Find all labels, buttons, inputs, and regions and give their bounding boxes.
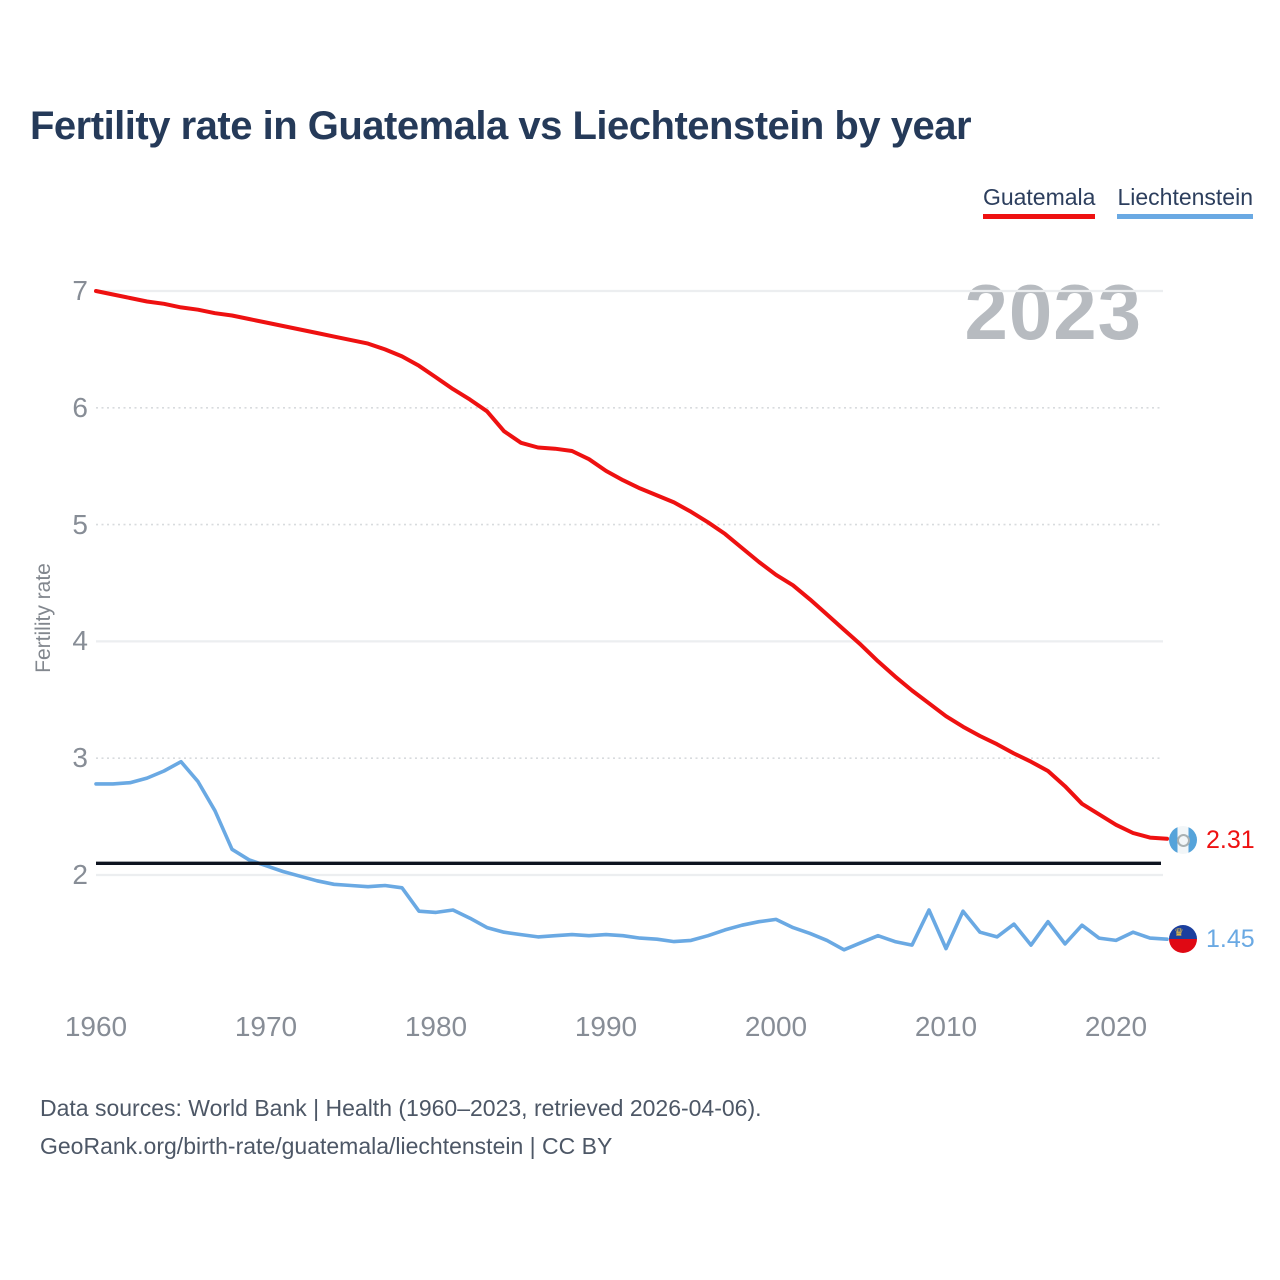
page-title: Fertility rate in Guatemala vs Liechtens… <box>30 104 972 148</box>
guatemala-end-label: 2.31 <box>1169 825 1255 855</box>
legend-item-guatemala[interactable]: Guatemala <box>982 184 1096 219</box>
guatemala-flag-icon <box>1169 826 1197 854</box>
legend: Guatemala Liechtenstein <box>982 184 1253 219</box>
footer-sources: Data sources: World Bank | Health (1960–… <box>40 1095 762 1121</box>
liechtenstein-end-label: ♛ 1.45 <box>1169 924 1255 954</box>
watermark-year: 2023 <box>964 268 1142 356</box>
guatemala-end-value: 2.31 <box>1206 826 1255 854</box>
liechtenstein-crown-icon: ♛ <box>1174 927 1184 939</box>
liechtenstein-flag-icon: ♛ <box>1169 925 1197 953</box>
guatemala-emblem-icon <box>1177 834 1190 847</box>
footer-attribution: GeoRank.org/birth-rate/guatemala/liechte… <box>40 1133 613 1159</box>
liechtenstein-end-value: 1.45 <box>1206 925 1255 953</box>
footer: Data sources: World Bank | Health (1960–… <box>40 1089 762 1165</box>
legend-item-liechtenstein[interactable]: Liechtenstein <box>1117 184 1253 219</box>
